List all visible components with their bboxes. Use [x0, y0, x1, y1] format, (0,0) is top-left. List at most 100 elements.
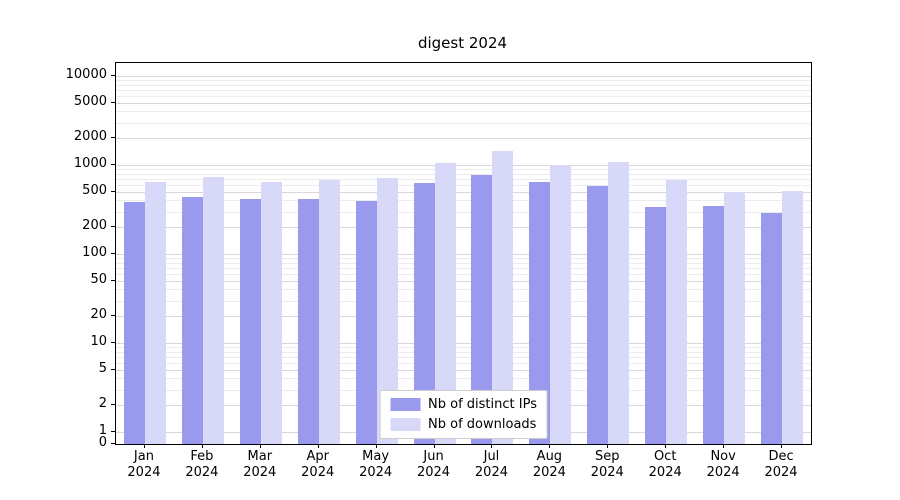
gridline-major [116, 191, 811, 193]
x-axis-tick [607, 444, 609, 448]
gridline-minor [116, 362, 811, 364]
x-axis-tick-label: Jul 2024 [451, 449, 531, 481]
gridline-minor [116, 200, 811, 202]
bar-downloads [608, 161, 630, 444]
x-axis-tick-label: May 2024 [336, 449, 416, 481]
x-axis-tick-label: Apr 2024 [278, 449, 358, 481]
y-axis-tick-label: 2 [98, 396, 107, 412]
x-axis-tick [665, 444, 667, 448]
x-label-month: Mar [247, 449, 273, 464]
bar-downloads [724, 191, 746, 444]
x-label-month: Jul [483, 449, 500, 464]
gridline-major [116, 165, 811, 166]
x-axis-tick-label: Oct 2024 [625, 449, 705, 481]
legend-swatch [390, 398, 421, 411]
gridline-minor [116, 84, 811, 86]
bar-distinct-ips [529, 182, 551, 444]
gridline-minor [116, 211, 811, 213]
plot-area: Nb of distinct IPs Nb of downloads [115, 62, 812, 445]
gridline-minor [116, 273, 811, 275]
y-axis-tick [111, 404, 115, 406]
y-axis-tick-label: 50 [90, 271, 107, 287]
gridline-minor [116, 262, 811, 264]
bar-distinct-ips [587, 186, 609, 444]
y-axis-tick [111, 279, 115, 281]
x-label-year: 2024 [764, 465, 798, 480]
x-label-month: Jun [423, 449, 444, 464]
x-axis-tick [143, 444, 145, 448]
legend-label: Nb of downloads [428, 417, 537, 432]
bar-distinct-ips [761, 212, 783, 444]
y-axis-tick [111, 368, 115, 370]
y-axis-tick-label: 1000 [73, 156, 107, 171]
y-axis-tick [111, 315, 115, 317]
y-axis-tick-label: 10000 [65, 67, 107, 82]
y-axis-tick-label: 0 [98, 435, 107, 450]
x-axis-tick-label: Aug 2024 [509, 449, 589, 481]
bar-distinct-ips [645, 206, 667, 444]
gridline-minor [116, 111, 811, 113]
y-axis-tick [111, 431, 115, 432]
x-axis-tick-label: Nov 2024 [683, 449, 763, 481]
x-axis-tick [781, 444, 783, 448]
y-axis-tick-label: 200 [82, 218, 107, 234]
bar-distinct-ips [355, 200, 377, 444]
gridline-major [116, 76, 811, 77]
bar-distinct-ips [297, 198, 319, 444]
gridline-minor [116, 378, 811, 380]
x-axis-tick-label: Mar 2024 [220, 449, 300, 481]
y-axis-tick [111, 226, 115, 228]
bar-distinct-ips [413, 183, 435, 444]
x-axis-tick [375, 444, 377, 448]
x-axis-tick-label: Sep 2024 [567, 449, 647, 481]
gridline-major [116, 254, 811, 255]
bar-distinct-ips [181, 196, 203, 444]
bar-distinct-ips [471, 175, 493, 444]
gridline-minor [116, 300, 811, 302]
y-axis-tick-label: 100 [82, 245, 107, 260]
gridline-major [116, 280, 811, 282]
y-axis-tick [111, 443, 115, 444]
y-axis-tick [111, 75, 115, 76]
x-label-year: 2024 [590, 465, 624, 480]
bar-downloads [434, 162, 456, 444]
gridline-minor [116, 80, 811, 82]
gridline-minor [116, 351, 811, 353]
x-label-year: 2024 [185, 465, 219, 480]
gridline-major [116, 316, 811, 318]
chart-legend: Nb of distinct IPs Nb of downloads [379, 390, 548, 439]
x-label-year: 2024 [706, 465, 740, 480]
bar-downloads [492, 151, 514, 444]
legend-item-distinct-ips: Nb of distinct IPs [390, 397, 537, 412]
bar-downloads [260, 181, 282, 444]
x-axis-tick [201, 444, 203, 448]
chart-title: digest 2024 [417, 34, 508, 52]
x-label-year: 2024 [648, 465, 682, 480]
x-label-year: 2024 [474, 465, 508, 480]
gridline-minor [116, 122, 811, 124]
y-axis-tick [111, 342, 115, 343]
x-label-year: 2024 [416, 465, 451, 480]
legend-label: Nb of distinct IPs [428, 397, 537, 412]
x-label-month: Nov [710, 449, 736, 464]
bar-downloads [782, 191, 804, 444]
x-label-month: Sep [595, 449, 620, 464]
y-axis-tick-label: 500 [82, 182, 107, 198]
y-axis-tick [111, 164, 115, 165]
y-axis-tick [111, 253, 115, 254]
x-label-year: 2024 [359, 465, 393, 480]
gridline-major [116, 138, 811, 140]
x-label-year: 2024 [243, 465, 277, 480]
x-axis-tick-label: Jan 2024 [104, 449, 184, 481]
gridline-major [116, 343, 811, 344]
x-axis-tick [549, 444, 551, 448]
gridline-minor [116, 267, 811, 269]
y-axis-tick-label: 5 [98, 360, 107, 376]
bar-downloads [318, 180, 340, 444]
y-axis-tick-label: 20 [90, 307, 107, 323]
bar-distinct-ips [239, 199, 261, 444]
gridline-major [116, 102, 811, 104]
x-axis-tick [723, 444, 725, 448]
x-label-month: Aug [536, 449, 563, 464]
